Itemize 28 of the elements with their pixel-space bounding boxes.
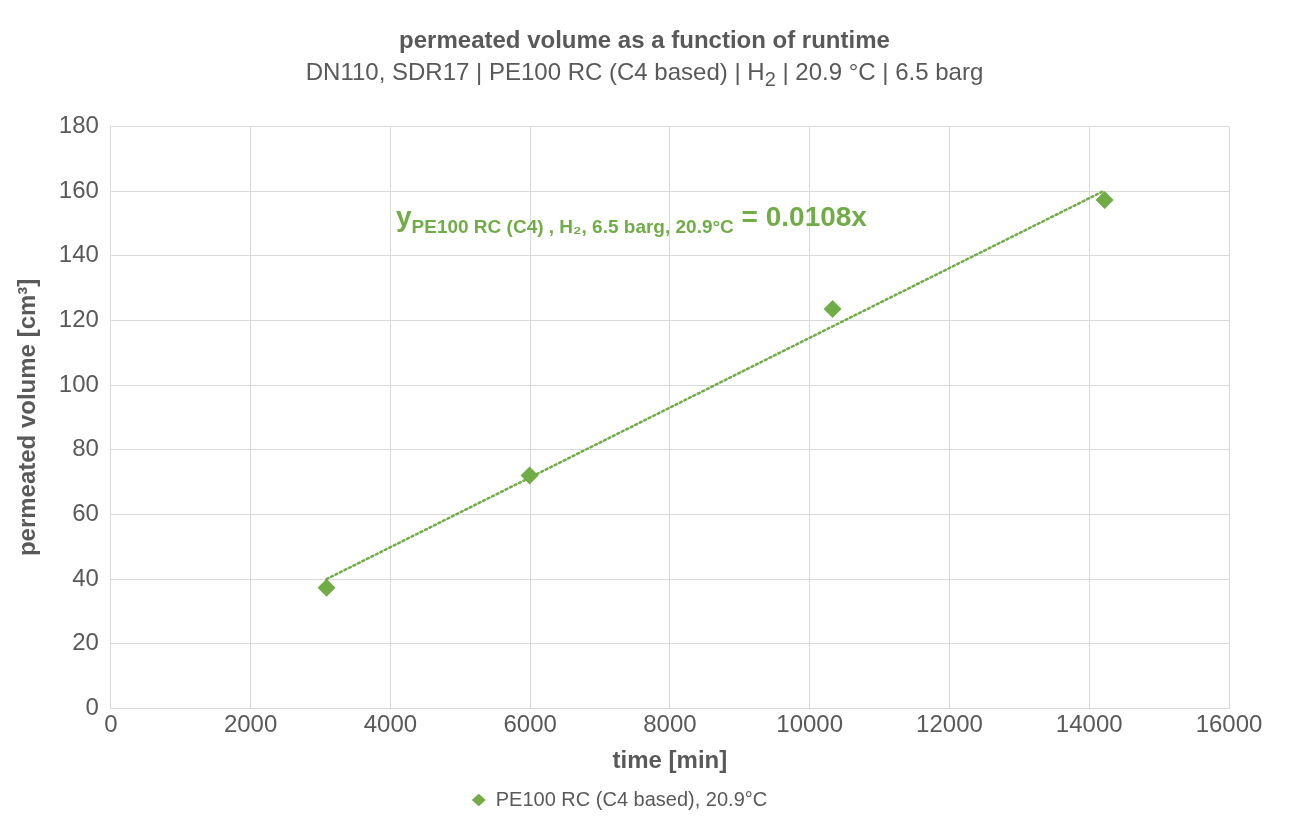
y-tick-label: 140 [58,240,99,268]
x-tick-label: 14000 [1055,710,1123,738]
x-tick-label: 0 [104,710,118,738]
x-tick-label: 12000 [916,710,983,738]
x-tick-label: 6000 [503,710,557,738]
y-tick-label: 160 [58,175,99,203]
y-tick-label: 40 [72,563,99,591]
x-tick-label: 10000 [776,710,844,738]
point [1095,191,1114,210]
y-tick-label: 60 [72,499,99,527]
y-tick-label: 0 [85,693,99,721]
y-tick-label: 80 [72,434,99,462]
x-tick-label: 8000 [643,710,697,738]
y-axis-title: permeated volume [cm³] [13,278,41,557]
point [317,578,336,597]
point [520,466,539,485]
y-tick-label: 20 [72,628,99,656]
y-tick-label: 100 [58,369,99,397]
point [823,300,842,319]
y-tick-label: 180 [58,111,99,139]
y-tick-label: 120 [58,305,99,333]
x-tick-label: 2000 [223,710,278,738]
legend-label: PE100 RC (C4 based), 20.9°C [495,787,768,810]
x-axis-title: time [min] [612,746,728,774]
chart-title: permeated volume as a function of runtime [398,26,891,54]
chart-subtitle: DN110, SDR17 | PE100 RC (C4 based) | H$_{2}$ | 20.9 °C | 6.5 barg [304,58,985,91]
x-tick-label: 16000 [1195,710,1263,738]
x-tick-label: 4000 [363,710,418,738]
